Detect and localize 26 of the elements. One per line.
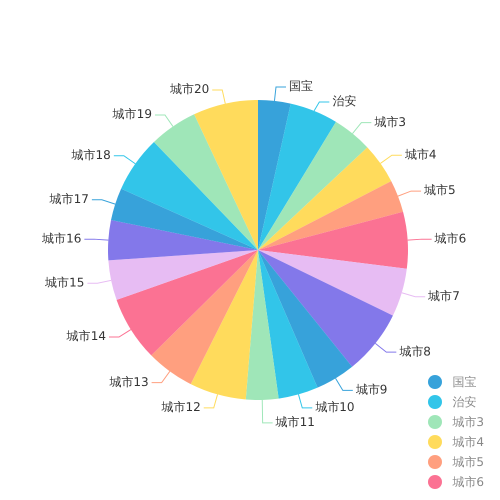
slice-label: 城市11 xyxy=(274,415,315,430)
slice-label: 城市7 xyxy=(427,288,460,303)
slice-label: 城市5 xyxy=(423,183,456,198)
legend-label: 城市3 xyxy=(452,414,484,430)
slice-label: 城市13 xyxy=(108,374,149,389)
legend-label: 城市5 xyxy=(452,454,484,470)
slice-label: 城市16 xyxy=(41,231,82,246)
slice-label: 治安 xyxy=(332,94,356,108)
slice-label: 城市3 xyxy=(373,114,406,129)
slice-label: 城市12 xyxy=(160,400,201,414)
slice-label: 城市8 xyxy=(398,344,431,358)
legend-label: 城市6 xyxy=(452,474,484,490)
slice-label: 城市20 xyxy=(168,82,210,96)
slice-label: 城市18 xyxy=(70,148,111,162)
legend-label: 国宝 xyxy=(452,374,476,390)
slice-label: 城市19 xyxy=(112,107,152,122)
legend-label: 治安 xyxy=(452,394,476,410)
slice-label: 国宝 xyxy=(288,79,313,94)
slice-label: 城市9 xyxy=(354,382,388,396)
slice-label: 城市6 xyxy=(434,231,466,246)
slice-label: 城市4 xyxy=(404,147,437,162)
legend-label: 城市4 xyxy=(452,434,484,450)
slice-label: 城市14 xyxy=(66,329,106,344)
slice-label: 城市15 xyxy=(44,275,84,290)
slice-label: 城市17 xyxy=(48,192,89,206)
slice-label: 城市10 xyxy=(314,400,355,414)
